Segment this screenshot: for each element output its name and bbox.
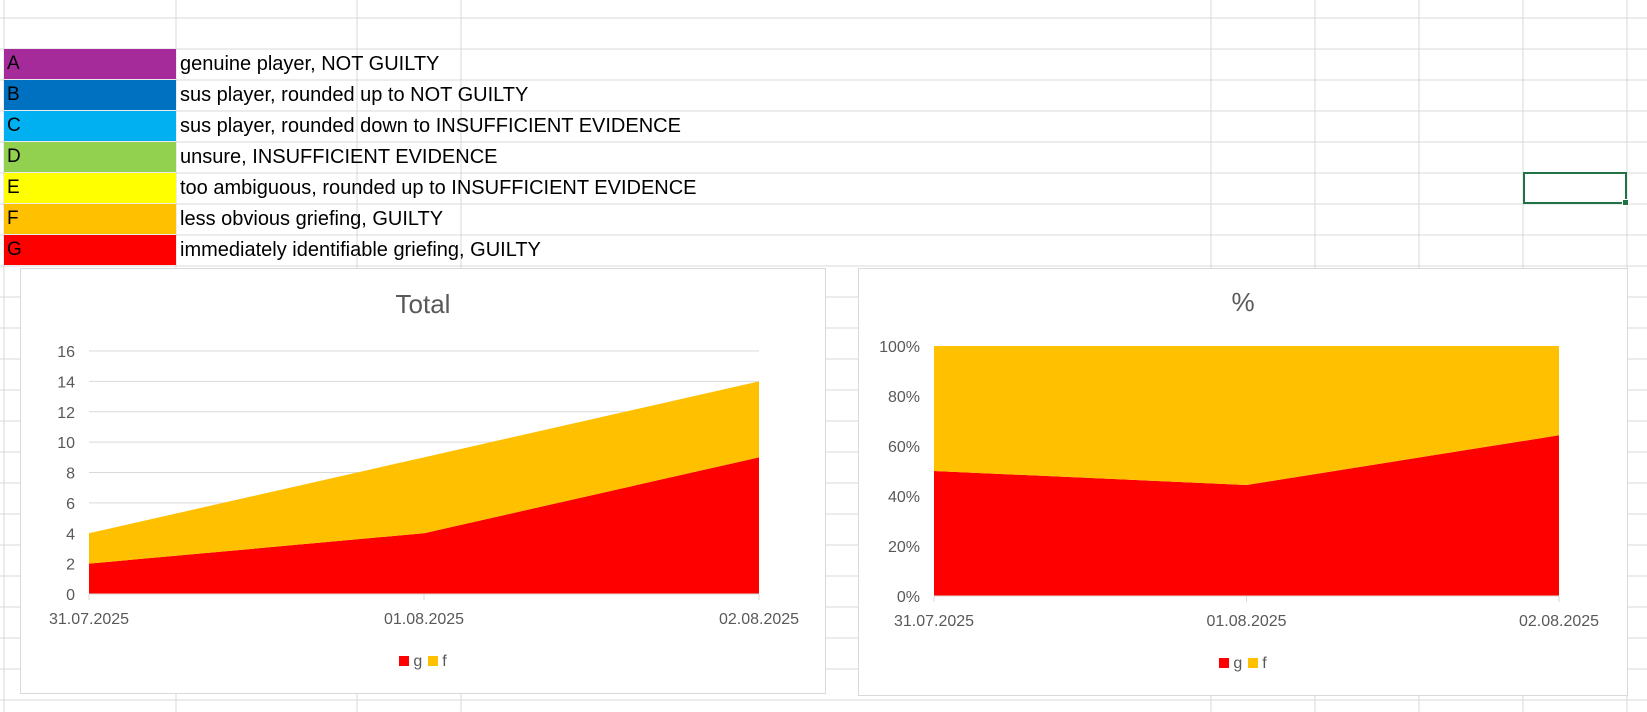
area-series-f: [89, 381, 759, 564]
y-tick-label: 40%: [888, 489, 920, 506]
fill-handle[interactable]: [1622, 199, 1629, 206]
chart-percent[interactable]: % 0% 20% 40% 60% 80% 100% 31.07.2025 01.08.2025…: [858, 268, 1628, 696]
y-tick-label: 16: [57, 344, 75, 361]
y-tick-label: 80%: [888, 389, 920, 406]
legend-swatch: [1248, 658, 1259, 668]
category-description[interactable]: less obvious griefing, GUILTY: [180, 208, 444, 230]
chart-plot-area: 0 2 4 6 8 10 12 14 16 31.07.2025 01.08.2025 02.08.2…: [49, 344, 799, 628]
y-tick-label: 4: [66, 526, 75, 543]
area-series-f: [934, 346, 1559, 485]
category-description[interactable]: genuine player, NOT GUILTY: [180, 53, 440, 75]
chart-plot-area: 0% 20% 40% 60% 80% 100% 31.07.2025 01.08.2025 02…: [879, 339, 1599, 630]
category-letter-cell[interactable]: F: [4, 204, 176, 234]
y-tick-label: 14: [57, 374, 75, 391]
category-letter-cell[interactable]: D: [4, 142, 176, 172]
area-series-g: [89, 457, 759, 594]
chart-total[interactable]: Total 0 2 4 6 8 10 12 14 16 31.07.2025 01.08.2025 0…: [20, 268, 826, 694]
selected-cell[interactable]: [1523, 172, 1629, 206]
y-tick-label: 10: [57, 435, 75, 452]
category-letter-cell[interactable]: E: [4, 173, 176, 203]
legend-label: g: [413, 653, 423, 670]
y-tick-label: 2: [66, 557, 75, 574]
category-letter-cell[interactable]: G: [4, 235, 176, 265]
category-description[interactable]: sus player, rounded up to NOT GUILTY: [180, 84, 529, 106]
legend-item-f[interactable]: f: [1248, 655, 1267, 673]
legend-swatch: [1219, 658, 1230, 668]
y-tick-label: 100%: [879, 339, 920, 356]
x-tick-label: 02.08.2025: [1519, 613, 1599, 630]
x-tick-label: 01.08.2025: [384, 611, 464, 628]
x-tick-label: 31.07.2025: [894, 613, 974, 630]
y-tick-label: 8: [66, 466, 75, 483]
legend-item-g[interactable]: g: [399, 653, 422, 671]
y-tick-label: 6: [66, 496, 75, 513]
category-description[interactable]: too ambiguous, rounded up to INSUFFICIEN…: [180, 177, 697, 199]
legend-label: f: [1262, 655, 1267, 672]
legend-label: f: [442, 653, 447, 670]
area-series-g: [934, 435, 1559, 596]
category-description[interactable]: unsure, INSUFFICIENT EVIDENCE: [180, 146, 498, 168]
y-tick-label: 0: [66, 587, 75, 604]
y-tick-label: 0%: [897, 589, 920, 606]
legend-swatch: [399, 656, 410, 666]
y-tick-label: 12: [57, 405, 75, 422]
chart-title: %: [1231, 287, 1255, 317]
category-letter-cell[interactable]: B: [4, 80, 176, 110]
chart-title: Total: [395, 289, 451, 319]
category-letter-cell[interactable]: C: [4, 111, 176, 141]
legend-item-f[interactable]: f: [428, 653, 447, 671]
y-tick-label: 60%: [888, 439, 920, 456]
x-tick-label: 01.08.2025: [1206, 613, 1286, 630]
y-tick-label: 20%: [888, 539, 920, 556]
category-description[interactable]: immediately identifiable griefing, GUILT…: [180, 239, 541, 261]
legend-label: g: [1233, 655, 1243, 672]
x-tick-label: 02.08.2025: [719, 611, 799, 628]
legend-item-g[interactable]: g: [1219, 655, 1242, 673]
category-letter-cell[interactable]: A: [4, 49, 176, 79]
legend-swatch: [428, 656, 439, 666]
x-tick-label: 31.07.2025: [49, 611, 129, 628]
category-description[interactable]: sus player, rounded down to INSUFFICIENT…: [180, 115, 681, 137]
